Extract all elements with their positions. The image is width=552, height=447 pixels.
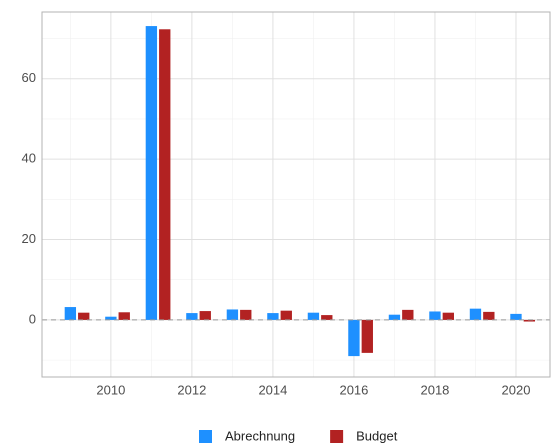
legend-swatch bbox=[199, 430, 212, 443]
bar bbox=[321, 315, 333, 320]
bar bbox=[199, 311, 211, 320]
bar bbox=[64, 307, 77, 320]
legend-label: Abrechnung bbox=[225, 428, 295, 443]
bar bbox=[523, 319, 536, 322]
legend-label: Budget bbox=[356, 428, 398, 443]
y-tick-label: 40 bbox=[22, 151, 36, 166]
bar bbox=[145, 26, 158, 320]
bar bbox=[348, 319, 360, 357]
y-tick-label: 20 bbox=[22, 231, 36, 246]
bar bbox=[267, 313, 279, 320]
x-tick-label: 2014 bbox=[258, 382, 287, 397]
bar bbox=[78, 312, 90, 320]
x-tick-label: 2018 bbox=[420, 382, 449, 397]
x-tick-label: 2012 bbox=[177, 382, 206, 397]
bar bbox=[442, 312, 454, 320]
y-tick-label: 0 bbox=[29, 311, 36, 326]
bar bbox=[307, 312, 320, 320]
bar bbox=[118, 312, 130, 320]
x-tick-label: 2010 bbox=[96, 382, 125, 397]
x-tick-label: 2020 bbox=[502, 382, 531, 397]
legend-swatch bbox=[330, 430, 344, 443]
bar bbox=[402, 309, 414, 320]
bar bbox=[469, 308, 482, 320]
panel-border bbox=[41, 11, 551, 378]
bar bbox=[226, 309, 239, 320]
legend: Abrechnung Budget bbox=[199, 428, 398, 443]
bar bbox=[240, 309, 252, 320]
bar bbox=[510, 313, 522, 320]
bar bbox=[159, 29, 171, 320]
bar bbox=[429, 311, 441, 320]
bar bbox=[105, 316, 117, 320]
x-tick-label: 2016 bbox=[339, 382, 368, 397]
bar bbox=[388, 314, 401, 320]
bar bbox=[280, 310, 292, 320]
bar bbox=[483, 311, 495, 320]
bar bbox=[361, 319, 373, 353]
bar bbox=[186, 313, 198, 320]
y-tick-label: 60 bbox=[22, 70, 36, 85]
